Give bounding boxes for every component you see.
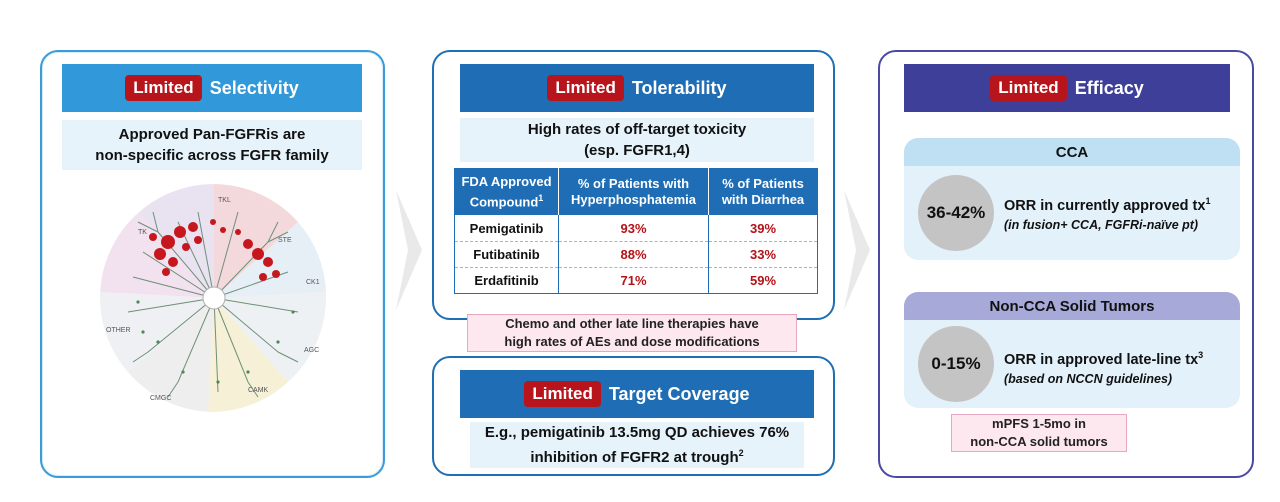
coverage-header: Limited Target Coverage bbox=[460, 370, 814, 418]
wheel-label: STE bbox=[278, 237, 292, 244]
table-row: Futibatinib 88% 33% bbox=[454, 241, 818, 268]
tolerability-header: Limited Tolerability bbox=[460, 64, 814, 112]
selectivity-subtitle: Approved Pan-FGFRis are non-specific acr… bbox=[62, 120, 362, 170]
wheel-label: CK1 bbox=[306, 279, 320, 286]
limited-tag: Limited bbox=[547, 75, 624, 101]
non-cca-orr-text: ORR in approved late-line tx3 (based on … bbox=[1004, 350, 1204, 386]
wheel-label: TKL bbox=[218, 197, 231, 204]
selectivity-panel: Limited Selectivity Approved Pan-FGFRis … bbox=[40, 50, 385, 478]
tolerability-title: Tolerability bbox=[631, 77, 727, 98]
kinome-tree-image: TKL TK STE CK1 AGC OTHER CMGC CAMK bbox=[100, 184, 327, 412]
column-header: % of Patients with Diarrhea bbox=[708, 168, 818, 216]
coverage-line2: inhibition of FGFR2 at trough2 bbox=[530, 448, 744, 466]
efficacy-panel: Limited Efficacy CCA 36-42% ORR in curre… bbox=[878, 50, 1254, 478]
tolerability-panel: Limited Tolerability High rates of off-t… bbox=[432, 50, 835, 320]
selectivity-header: Limited Selectivity bbox=[62, 64, 362, 112]
selectivity-subtitle-line1: Approved Pan-FGFRis are bbox=[118, 126, 306, 143]
coverage-line1: E.g., pemigatinib 13.5mg QD achieves 76% bbox=[484, 424, 790, 441]
drug-name: Futibatinib bbox=[454, 241, 559, 268]
efficacy-note: mPFS 1-5mo in non-CCA solid tumors bbox=[951, 414, 1127, 452]
wheel-label: AGC bbox=[304, 347, 319, 354]
diarrhea-value: 33% bbox=[708, 241, 818, 268]
tolerability-note: Chemo and other late line therapies have… bbox=[467, 314, 797, 352]
tolerability-subtitle-line2: (esp. FGFR1,4) bbox=[584, 142, 690, 159]
efficacy-note-line2: non-CCA solid tumors bbox=[970, 434, 1108, 449]
cca-heading: CCA bbox=[904, 138, 1240, 166]
tolerability-note-line1: Chemo and other late line therapies have bbox=[505, 316, 759, 331]
hyperphosphatemia-value: 71% bbox=[558, 267, 709, 294]
tolerability-subtitle-line1: High rates of off-target toxicity bbox=[527, 121, 747, 138]
non-cca-heading: Non-CCA Solid Tumors bbox=[904, 292, 1240, 320]
hyperphosphatemia-value: 93% bbox=[558, 215, 709, 242]
toxicity-table: FDA Approved Compound1 % of Patients wit… bbox=[454, 168, 818, 294]
cca-orr-text: ORR in currently approved tx1 (in fusion… bbox=[1004, 196, 1211, 232]
non-cca-orr-circle: 0-15% bbox=[918, 326, 994, 402]
drug-name: Pemigatinib bbox=[454, 215, 559, 242]
wheel-label: CMGC bbox=[150, 395, 171, 402]
limited-tag: Limited bbox=[524, 381, 601, 407]
diarrhea-value: 59% bbox=[749, 272, 777, 288]
coverage-title: Target Coverage bbox=[608, 383, 750, 404]
wheel-label: TK bbox=[138, 229, 147, 236]
drug-name: Erdafitinib bbox=[454, 267, 559, 294]
coverage-text: E.g., pemigatinib 13.5mg QD achieves 76%… bbox=[470, 422, 804, 468]
hyperphosphatemia-value: 88% bbox=[558, 241, 709, 268]
tolerability-subtitle: High rates of off-target toxicity (esp. … bbox=[460, 118, 814, 162]
column-header: % of Patients with Hyperphosphatemia bbox=[558, 168, 709, 216]
selectivity-title: Selectivity bbox=[209, 77, 299, 98]
cca-orr-circle: 36-42% bbox=[918, 175, 994, 251]
efficacy-header: Limited Efficacy bbox=[904, 64, 1230, 112]
wheel-label: OTHER bbox=[106, 327, 131, 334]
chevron-right-icon bbox=[844, 190, 870, 310]
chevron-right-icon bbox=[396, 190, 422, 310]
limited-tag: Limited bbox=[990, 75, 1067, 101]
table-row: Pemigatinib 93% 39% bbox=[454, 215, 818, 242]
selectivity-subtitle-line2: non-specific across FGFR family bbox=[95, 147, 329, 164]
column-header: FDA Approved Compound1 bbox=[454, 168, 559, 216]
diarrhea-value: 39% bbox=[708, 215, 818, 242]
efficacy-title: Efficacy bbox=[1074, 77, 1144, 98]
coverage-panel: Limited Target Coverage E.g., pemigatini… bbox=[432, 356, 835, 476]
wheel-label: CAMK bbox=[248, 387, 269, 394]
tolerability-note-line2: high rates of AEs and dose modifications bbox=[504, 334, 760, 349]
limited-tag: Limited bbox=[125, 75, 202, 101]
table-row: Erdafitinib 71% 59% bbox=[454, 267, 818, 294]
efficacy-note-line1: mPFS 1-5mo in bbox=[992, 416, 1086, 431]
